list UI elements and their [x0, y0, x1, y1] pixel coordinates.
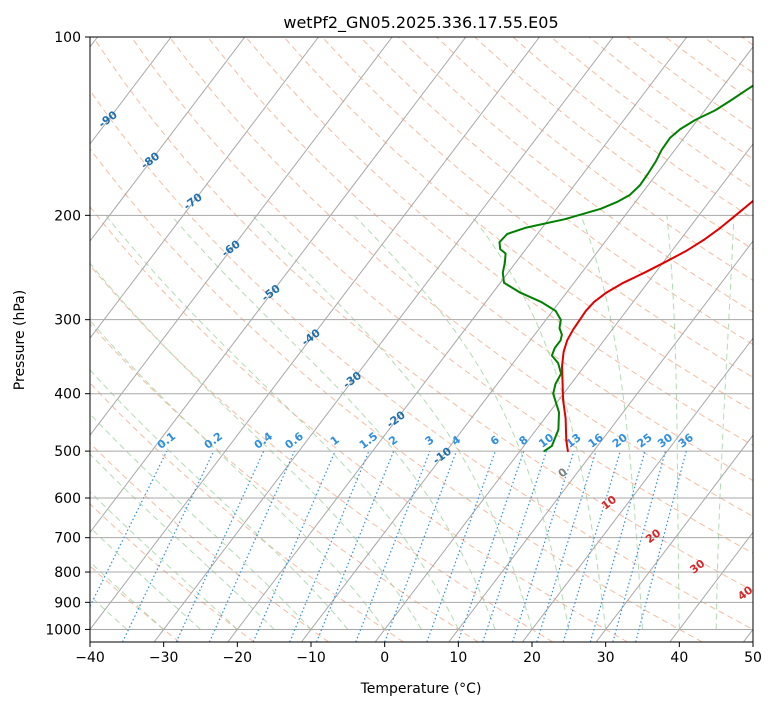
plot-frame — [89, 36, 754, 643]
dry-adiabat — [90, 382, 404, 642]
axes: −40 −30 −20 −10 0 10 20 30 40 50 1000 900 800 700 600 5… — [45, 30, 762, 666]
x-tick-label: −20 — [223, 650, 253, 666]
isotherm — [90, 37, 319, 339]
background-lines — [90, 37, 753, 642]
moist-adiabat — [90, 413, 312, 630]
temperature-line — [561, 199, 753, 453]
x-axis-label: Temperature (°C) — [360, 681, 482, 697]
dry-adiabat — [90, 442, 329, 642]
isotherm — [522, 337, 753, 642]
moist-adiabat — [90, 319, 386, 630]
dry-adiabat — [207, 37, 753, 482]
isotherm — [595, 434, 753, 642]
mixing-ratio-line — [208, 450, 296, 642]
isotherm — [227, 37, 688, 642]
x-tick-label: 0 — [380, 650, 389, 666]
y-tick-label: 400 — [54, 387, 81, 403]
dry-adiabat — [90, 206, 628, 642]
x-tick-label: −10 — [296, 650, 326, 666]
y-tick-label: 700 — [54, 531, 81, 547]
y-tick-label: 800 — [54, 565, 81, 581]
x-tick-label: −30 — [149, 650, 179, 666]
mixing-ratio-line — [482, 450, 548, 642]
mixing-ratio-line — [589, 450, 646, 642]
isotherm — [301, 46, 753, 642]
y-axis-label: Pressure (hPa) — [12, 290, 28, 390]
x-tick-label: 50 — [744, 650, 762, 666]
x-tick-label: 10 — [449, 650, 467, 666]
mixing-ratio-line — [457, 450, 525, 642]
mixing-ratio-line — [252, 450, 336, 642]
y-tick-label: 900 — [54, 595, 81, 611]
isotherm — [90, 37, 172, 145]
dry-adiabat — [321, 37, 753, 379]
y-tick-label: 200 — [54, 208, 81, 224]
moist-adiabat — [90, 526, 201, 630]
moist-adiabat — [105, 214, 459, 630]
y-tick-label: 600 — [54, 491, 81, 507]
mixing-ratio-line — [512, 450, 575, 642]
x-tick-label: −40 — [75, 650, 105, 666]
moist-adiabat-label: 40 — [735, 583, 755, 603]
y-tick-label: 1000 — [45, 622, 81, 638]
isotherm — [153, 37, 614, 642]
chart-title: wetPf2_GN05.2025.336.17.55.E05 — [283, 13, 558, 33]
y-tick-label: 300 — [54, 313, 81, 329]
moist-adiabat — [90, 262, 422, 630]
mixing-ratio-line — [289, 450, 370, 642]
mixing-ratio-line — [175, 450, 265, 642]
x-tick-label: 40 — [670, 650, 688, 666]
isotherm — [90, 37, 540, 631]
dry-adiabat — [283, 37, 753, 412]
x-tick-label: 20 — [523, 650, 541, 666]
profile-series — [498, 84, 753, 453]
isotherm — [374, 143, 753, 642]
mixing-ratio-line — [121, 450, 215, 642]
y-tick-label: 100 — [54, 30, 81, 46]
mixing-ratio-line — [612, 450, 667, 642]
mixing-ratio-line — [635, 450, 687, 642]
mixing-ratio-line — [536, 450, 597, 642]
isotherm — [90, 37, 393, 437]
isotherm — [669, 531, 753, 642]
x-tick-label: 30 — [597, 650, 615, 666]
isotherm — [90, 37, 467, 534]
mixing-ratio-line — [562, 450, 621, 642]
isotherm — [448, 240, 753, 642]
dry-adiabat — [90, 147, 703, 642]
mixing-ratio-line — [426, 450, 496, 642]
y-tick-label: 500 — [54, 444, 81, 460]
isotherm — [90, 37, 246, 242]
dewpoint-line — [498, 84, 753, 453]
moist-adiabat — [90, 561, 165, 630]
